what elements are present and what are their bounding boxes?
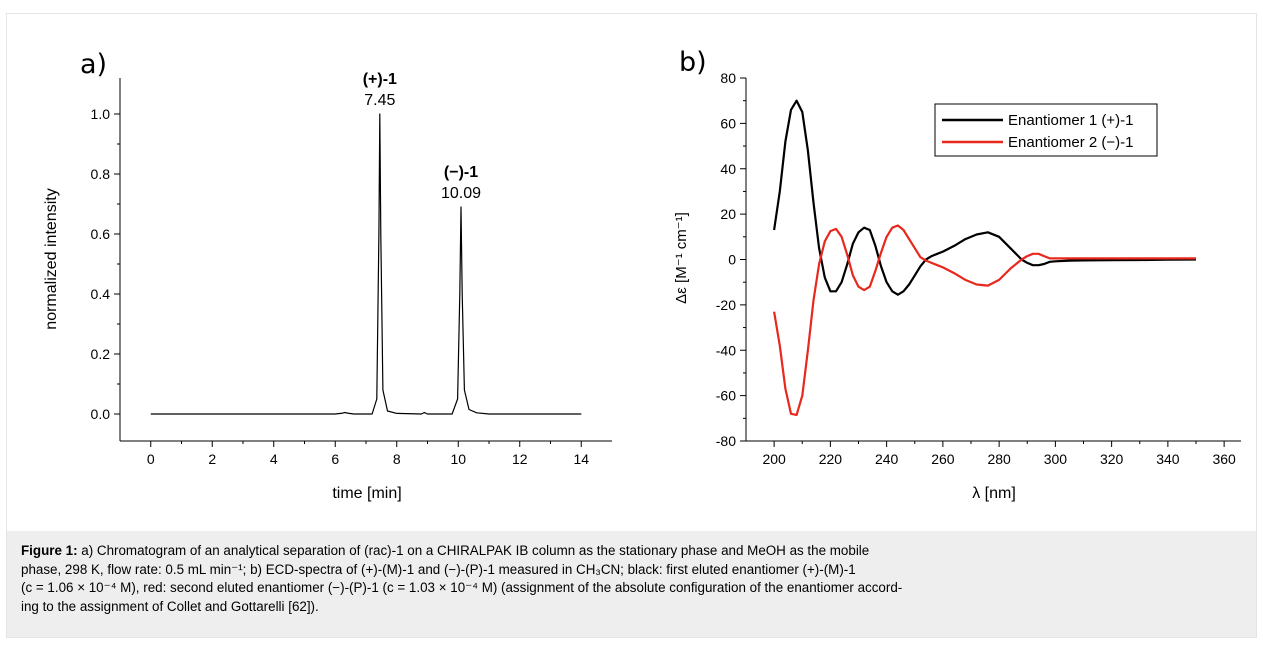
panel-a-x-tick-label: 8 [393,451,401,467]
panel-a-y-tick-label: 0.8 [91,166,111,182]
panel-a-x-tick-label: 10 [450,451,466,467]
caption-line-2: phase, 298 K, flow rate: 0.5 mL min⁻¹; b… [21,561,856,577]
panel-b-x-tick-label: 260 [931,451,955,467]
panel-a-y-tick-label: 0.6 [91,226,111,242]
legend-label-1: Enantiomer 1 (+)-1 [1008,112,1133,129]
panel-b-y-tick-label: 80 [720,70,736,86]
panel-b-x-tick-label: 340 [1156,451,1180,467]
panel-a-x-tick-label: 12 [512,451,528,467]
panel-b-y-tick-label: 40 [720,161,736,177]
figure-charts: a) time [min] normalized intensity 0 2 4 6 8… [43,47,1241,502]
peak-compound-label-1: (+)-1 [363,71,397,88]
panel-b-xlabel: λ [nm] [972,485,1016,502]
panel-b-y-tick-label: -40 [716,342,736,358]
panel-a-y-tick-label: 1.0 [91,106,111,122]
caption-line-3: (c = 1.06 × 10⁻⁴ M), red: second eluted … [21,580,903,596]
caption-text-1: a) Chromatogram of an analytical separat… [77,543,870,558]
panel-a-y-tick-label: 0.0 [91,406,111,422]
panel-b-series-line-2 [773,224,1196,416]
panel-a-series-line-1 [150,113,582,415]
panel-b-y-tick-label: 60 [720,115,736,131]
panel-a-xlabel: time [min] [332,485,401,502]
chromatogram-panel: a) time [min] normalized intensity 0 2 4 6 8… [43,49,612,502]
panel-a-x-tick-label: 0 [147,451,155,467]
panel-b-y-tick-label: 0 [728,252,736,268]
panel-a-y-tick-label: 0.4 [91,286,111,302]
panel-b-series-line-1 [773,99,1197,296]
panel-b-y-tick-label: -80 [716,433,736,449]
panel-a-x-tick-label: 14 [573,451,589,467]
panel-b-legend: Enantiomer 1 (+)-1 Enantiomer 2 (−)-1 [934,103,1158,157]
caption-label: Figure 1: [21,543,78,558]
panel-b-axes: 200 220 240 260 280 300 320 340 360 -80 -60 -40 -20 0… [716,70,1241,467]
panel-b-x-tick-label: 240 [875,451,899,467]
panel-b-y-tick-label: -60 [716,388,736,404]
panel-b-y-tick-label: -20 [716,297,736,313]
panel-a-x-tick-label: 4 [270,451,278,467]
peak-retention-time-label-2: 10.09 [441,185,481,202]
panel-a-x-tick-label: 6 [331,451,339,467]
panel-b-x-tick-label: 220 [819,451,843,467]
panel-a-label: a) [80,49,107,80]
panel-a-axes: 0 2 4 6 8 10 12 14 0.0 0.2 0.4 0.6 0.8 1.0 [91,78,612,467]
ecd-spectra-panel: b) λ [nm] Δε [M⁻¹ cm⁻¹] 200 220 240 260 280 3… [673,47,1241,502]
panel-b-series [773,99,1197,416]
peak-compound-label-2: (−)-1 [444,164,478,181]
panel-b-x-tick-label: 300 [1044,451,1068,467]
panel-b-ylabel: Δε [M⁻¹ cm⁻¹] [673,212,690,304]
caption-line-1: Figure 1: a) Chromatogram of an analytic… [21,542,1242,561]
legend-box [934,103,1158,157]
panel-a-annotations: (+)-1 7.45 (−)-1 10.09 [363,71,481,202]
panel-a-x-tick-label: 2 [208,451,216,467]
peak-retention-time-label-1: 7.45 [364,92,395,109]
panel-a-series [150,113,582,415]
legend-label-2: Enantiomer 2 (−)-1 [1008,134,1133,151]
panel-b-x-tick-label: 360 [1212,451,1236,467]
panel-b-x-tick-label: 320 [1100,451,1124,467]
panel-b-label: b) [679,47,707,78]
panel-a-ylabel: normalized intensity [43,188,60,329]
panel-b-x-tick-label: 280 [987,451,1011,467]
figure-caption: Figure 1: a) Chromatogram of an analytic… [7,531,1256,637]
panel-b-y-tick-label: 20 [720,206,736,222]
panel-b-x-tick-label: 200 [762,451,786,467]
caption-line-4: ing to the assignment of Collet and Gott… [21,598,319,614]
panel-a-y-tick-label: 0.2 [91,346,111,362]
